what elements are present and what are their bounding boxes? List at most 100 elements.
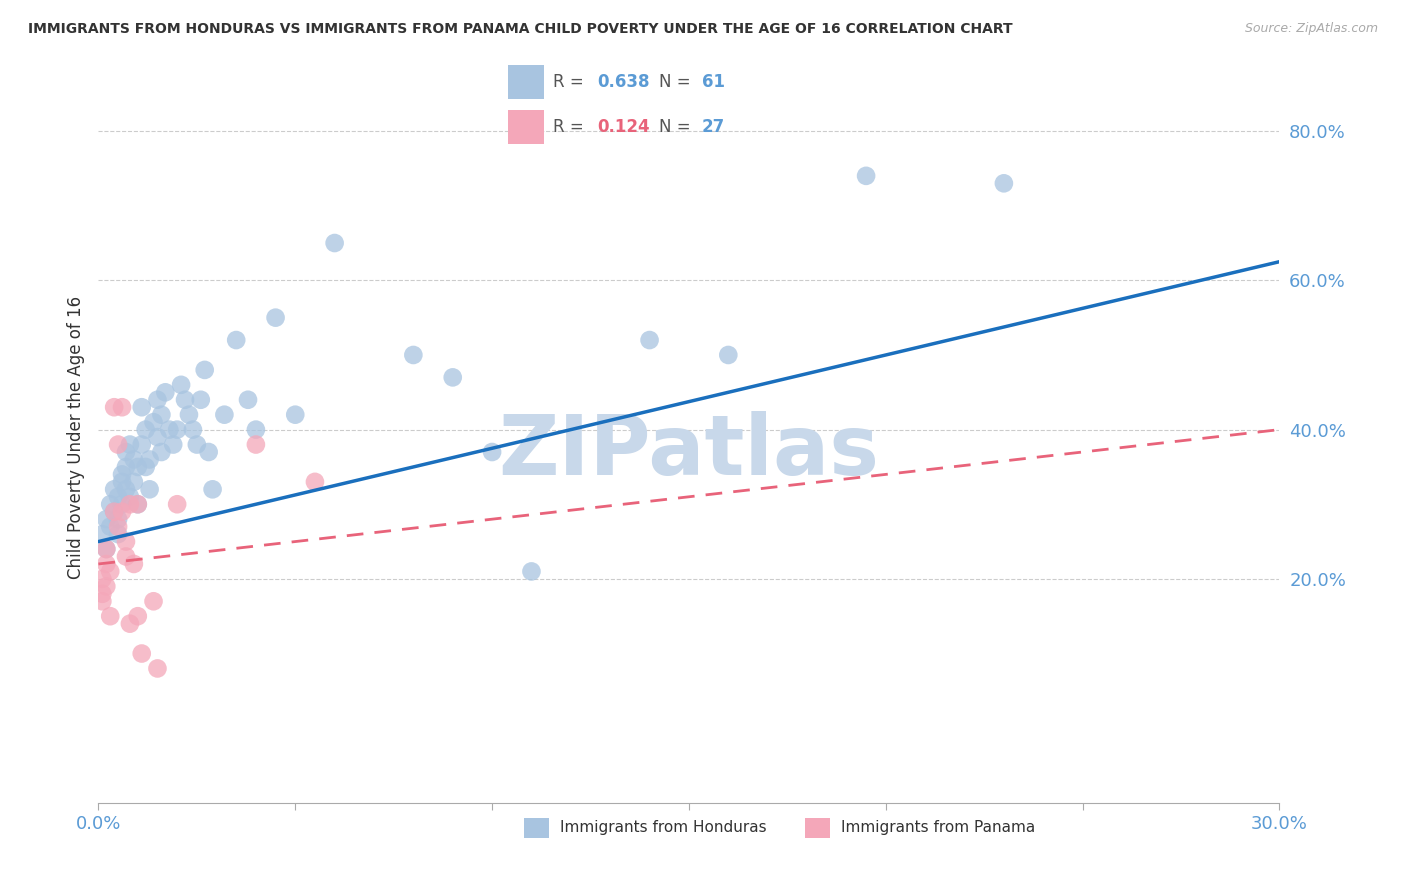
- Point: [103, 483, 125, 497]
- Point: [96, 557, 118, 571]
- Point: [107, 490, 129, 504]
- Point: [122, 475, 145, 489]
- Point: [138, 452, 160, 467]
- Point: [855, 169, 877, 183]
- Text: R =: R =: [553, 119, 583, 136]
- Point: [127, 609, 149, 624]
- Text: 27: 27: [702, 119, 725, 136]
- Point: [157, 423, 180, 437]
- Point: [103, 505, 125, 519]
- Text: N =: N =: [659, 73, 690, 91]
- Point: [264, 310, 287, 325]
- Point: [236, 392, 259, 407]
- Text: Immigrants from Honduras: Immigrants from Honduras: [560, 821, 766, 835]
- Point: [98, 565, 121, 579]
- Text: Immigrants from Panama: Immigrants from Panama: [842, 821, 1036, 835]
- Point: [142, 415, 165, 429]
- Point: [225, 333, 247, 347]
- Point: [177, 408, 200, 422]
- Point: [96, 542, 118, 557]
- Point: [122, 452, 145, 467]
- Point: [638, 333, 661, 347]
- Point: [181, 423, 204, 437]
- Point: [103, 401, 125, 415]
- Text: N =: N =: [659, 119, 690, 136]
- Point: [98, 519, 121, 533]
- Point: [91, 594, 114, 608]
- Point: [717, 348, 740, 362]
- Point: [138, 483, 160, 497]
- Point: [245, 423, 267, 437]
- Point: [150, 445, 173, 459]
- Point: [142, 594, 165, 608]
- Point: [174, 392, 197, 407]
- Point: [190, 392, 212, 407]
- Point: [155, 385, 177, 400]
- Point: [111, 497, 134, 511]
- Text: R =: R =: [553, 73, 583, 91]
- Point: [131, 647, 153, 661]
- Point: [166, 423, 188, 437]
- Point: [186, 437, 208, 451]
- Point: [245, 437, 267, 451]
- Point: [118, 490, 141, 504]
- Point: [201, 483, 224, 497]
- FancyBboxPatch shape: [508, 111, 544, 145]
- Point: [115, 534, 138, 549]
- Text: 0.638: 0.638: [598, 73, 650, 91]
- Point: [107, 527, 129, 541]
- Point: [103, 505, 125, 519]
- Point: [146, 430, 169, 444]
- Point: [127, 459, 149, 474]
- Point: [304, 475, 326, 489]
- Point: [96, 579, 118, 593]
- Point: [131, 401, 153, 415]
- Point: [323, 235, 346, 250]
- Point: [115, 445, 138, 459]
- Y-axis label: Child Poverty Under the Age of 16: Child Poverty Under the Age of 16: [66, 295, 84, 579]
- Text: IMMIGRANTS FROM HONDURAS VS IMMIGRANTS FROM PANAMA CHILD POVERTY UNDER THE AGE O: IMMIGRANTS FROM HONDURAS VS IMMIGRANTS F…: [28, 22, 1012, 37]
- Point: [91, 527, 114, 541]
- Point: [111, 475, 134, 489]
- Text: Source: ZipAtlas.com: Source: ZipAtlas.com: [1244, 22, 1378, 36]
- Point: [122, 557, 145, 571]
- Point: [98, 497, 121, 511]
- Point: [115, 483, 138, 497]
- Point: [197, 445, 219, 459]
- Point: [115, 549, 138, 564]
- Point: [135, 423, 157, 437]
- Point: [162, 437, 184, 451]
- Text: ZIPatlas: ZIPatlas: [499, 411, 879, 492]
- Point: [118, 616, 141, 631]
- Point: [115, 459, 138, 474]
- Point: [993, 177, 1015, 191]
- Point: [194, 363, 217, 377]
- Point: [98, 609, 121, 624]
- Point: [118, 497, 141, 511]
- Point: [150, 408, 173, 422]
- Point: [107, 519, 129, 533]
- Text: 0.124: 0.124: [598, 119, 650, 136]
- Point: [481, 445, 503, 459]
- Point: [146, 392, 169, 407]
- Text: 61: 61: [702, 73, 724, 91]
- Point: [91, 572, 114, 586]
- Point: [127, 497, 149, 511]
- Point: [146, 661, 169, 675]
- Point: [441, 370, 464, 384]
- Point: [170, 377, 193, 392]
- Point: [284, 408, 307, 422]
- FancyBboxPatch shape: [508, 65, 544, 99]
- Point: [111, 505, 134, 519]
- Point: [118, 437, 141, 451]
- Point: [96, 512, 118, 526]
- Point: [166, 497, 188, 511]
- Point: [214, 408, 236, 422]
- Point: [96, 542, 118, 557]
- Point: [111, 467, 134, 482]
- Point: [127, 497, 149, 511]
- Point: [107, 437, 129, 451]
- Point: [135, 459, 157, 474]
- Point: [107, 512, 129, 526]
- Point: [91, 587, 114, 601]
